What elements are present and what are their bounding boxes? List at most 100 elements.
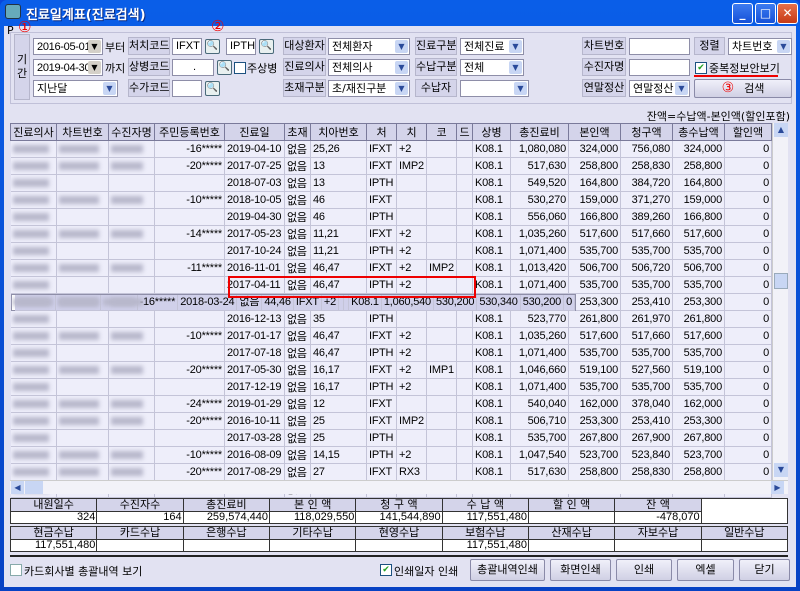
scroll-up-icon[interactable]: ▲ (774, 123, 788, 137)
table-row[interactable]: -24***** 2019-01-29 없음 12 IFXT K08.1 540,040 16… (10, 395, 772, 413)
table-cell: IFXT (366, 395, 397, 413)
doctor-select[interactable]: 전체의사 ▼ (328, 59, 410, 76)
column-header[interactable]: 진료일 (224, 123, 285, 141)
table-cell: 46,47 (310, 276, 367, 294)
patient-name-input[interactable] (629, 59, 690, 76)
table-cell: 1,071,400 (510, 276, 569, 294)
table-cell: 556,060 (510, 208, 569, 226)
table-cell: 25 (310, 412, 367, 430)
table-cell: 0 (724, 140, 772, 158)
card-company-checkbox[interactable] (10, 564, 22, 576)
column-header[interactable]: 총수납액 (672, 123, 725, 141)
year-end-select[interactable]: 연말정산 ▼ (629, 80, 690, 97)
chart-no-input[interactable] (629, 38, 690, 55)
search-icon[interactable]: 🔍 (217, 60, 232, 75)
date-from-select[interactable]: 2016-05-01 ▼ (33, 38, 103, 55)
table-cell: 253,410 (620, 412, 673, 430)
column-header[interactable]: 처 (366, 123, 397, 141)
table-row[interactable]: -20***** 2016-10-11 없음 25 IFXT IMP2 K08.1 506,7… (10, 412, 772, 430)
fee-code-input[interactable] (172, 80, 202, 97)
summary-header: 총진료비 (182, 498, 270, 512)
table-cell: 2016-08-09 (224, 446, 285, 464)
table-row[interactable]: -14***** 2017-05-23 없음 11,21 IFXT +2 K08.1 1,03… (10, 225, 772, 243)
scroll-left-icon[interactable]: ◀ (11, 481, 24, 494)
column-header[interactable]: 상병 (472, 123, 511, 141)
column-header[interactable]: 본인액 (568, 123, 621, 141)
table-row[interactable]: 2018-07-03 없음 13 IPTH K08.1 549,520 164,800 384… (10, 174, 772, 192)
column-header[interactable]: 할인액 (724, 123, 772, 141)
treatment-code-input-2[interactable]: IPTH (226, 38, 256, 55)
table-row[interactable]: 2017-10-24 없음 11,21 IPTH +2 K08.1 1,071,400 535… (10, 242, 772, 260)
column-header[interactable]: 수진자명 (108, 123, 155, 141)
column-header[interactable]: 총진료비 (510, 123, 569, 141)
print-date-checkbox[interactable]: ✔ (380, 564, 392, 576)
table-row[interactable]: -20***** 2017-07-25 없음 13 IFXT IMP2 K08.1 517,6… (10, 157, 772, 175)
maximize-button[interactable]: □ (755, 3, 776, 24)
table-row[interactable]: 2017-07-18 없음 46,47 IPTH +2 K08.1 1,071,400 535… (10, 344, 772, 362)
table-cell: 258,800 (672, 157, 725, 175)
close-button[interactable]: ✕ (777, 3, 798, 24)
receiver-select[interactable]: ▼ (460, 80, 529, 97)
minimize-button[interactable]: _ (732, 3, 753, 24)
column-header[interactable]: 코 (426, 123, 457, 141)
excel-button[interactable]: 엑셀 (677, 559, 734, 581)
h-scroll-thumb[interactable] (25, 481, 43, 494)
print-button[interactable]: 인쇄 (616, 559, 672, 581)
table-row[interactable]: -10***** 2018-10-05 없음 46 IFXT K08.1 530,270 15… (10, 191, 772, 209)
table-cell: IPTH (366, 310, 397, 328)
column-header[interactable]: 주민등록번호 (154, 123, 225, 141)
summary-table-payments: 현금수납 카드수납 은행수납 기타수납 현영수납 보험수납 산재수납 자보수납 일반수납 117,… (9, 526, 789, 552)
table-cell (456, 412, 473, 430)
column-header[interactable]: 진료의사 (10, 123, 57, 141)
table-cell: 13 (310, 174, 367, 192)
screen-print-button[interactable]: 화면인쇄 (550, 559, 611, 581)
hide-duplicates-checkbox[interactable]: ✔ (695, 62, 707, 74)
visit-type-select[interactable]: 초/재진구분 ▼ (328, 80, 410, 97)
table-row[interactable]: -11***** 2016-11-01 없음 46,47 IFXT +2 IMP2 K08.1… (10, 259, 772, 277)
vertical-scrollbar[interactable]: ▲ ▼ (772, 123, 788, 480)
summary-value (527, 511, 616, 524)
column-header[interactable]: 치아번호 (310, 123, 367, 141)
search-icon[interactable]: 🔍 (205, 39, 220, 54)
table-row[interactable]: -20***** 2017-05-30 없음 16,17 IFXT +2 IMP1 K08.1… (10, 361, 772, 379)
table-row[interactable]: -20***** 2017-08-29 없음 27 IFXT RX3 K08.1 517,63… (10, 463, 772, 481)
period-preset-select[interactable]: 지난달 ▼ (33, 80, 118, 97)
table-cell: +2 (396, 361, 427, 379)
table-cell: 164,800 (568, 174, 621, 192)
table-row[interactable]: -10***** 2017-01-17 없음 46,47 IFXT +2 K08.1 1,03… (10, 327, 772, 345)
table-row[interactable]: -16***** 2019-04-10 없음 25,26 IFXT +2 K08.1 1,08… (10, 140, 772, 158)
table-row[interactable]: 2017-12-19 없음 16,17 IPTH +2 K08.1 1,071,400 535… (10, 378, 772, 396)
target-patient-select[interactable]: 전체환자 ▼ (328, 38, 410, 55)
date-to-select[interactable]: 2019-04-30 ▼ (33, 59, 103, 76)
table-row[interactable]: 2019-04-30 없음 46 IPTH K08.1 556,060 166,800 389… (10, 208, 772, 226)
redacted-cell (10, 208, 57, 226)
treatment-code-input-1[interactable]: IFXT (172, 38, 202, 55)
table-cell (456, 446, 473, 464)
column-header[interactable]: 치 (396, 123, 427, 141)
column-header[interactable]: 청구액 (620, 123, 673, 141)
column-header[interactable]: 초재 (284, 123, 311, 141)
table-row[interactable]: 2017-04-11 없음 46,47 IPTH +2 K08.1 1,071,400 535… (10, 276, 772, 294)
payment-type-select[interactable]: 전체 ▼ (460, 59, 524, 76)
summary-print-button[interactable]: 총괄내역인쇄 (470, 559, 545, 581)
sort-select[interactable]: 차트번호 ▼ (728, 38, 792, 55)
column-header[interactable]: 드 (456, 123, 473, 141)
treatment-type-select[interactable]: 전체진료 ▼ (460, 38, 524, 55)
table-row[interactable]: 2017-03-28 없음 25 IPTH K08.1 535,700 267,800 267… (10, 429, 772, 447)
disease-code-input[interactable]: . (172, 59, 214, 76)
table-cell: 162,000 (568, 395, 621, 413)
scroll-right-icon[interactable]: ▶ (771, 481, 784, 494)
table-row[interactable]: 2016-12-13 없음 35 IPTH K08.1 523,770 261,800 261… (10, 310, 772, 328)
table-row[interactable]: -10***** 2016-08-09 없음 14,15 IPTH +2 K08.1 1,04… (10, 446, 772, 464)
column-header[interactable]: 차트번호 (56, 123, 109, 141)
table-row[interactable]: -16***** 2018-03-24 없음 44,46 IFXT +2 K08.1 1,06… (10, 294, 576, 312)
table-cell: 1,047,540 (510, 446, 569, 464)
search-button[interactable]: ③ 검색 (694, 79, 792, 98)
scroll-thumb[interactable] (774, 273, 788, 289)
main-disease-checkbox[interactable] (234, 62, 246, 74)
search-icon[interactable]: 🔍 (259, 39, 274, 54)
search-icon[interactable]: 🔍 (205, 81, 220, 96)
scroll-down-icon[interactable]: ▼ (774, 463, 788, 477)
horizontal-scrollbar[interactable]: ◀ ▶ (10, 480, 788, 494)
close-window-button[interactable]: 닫기 (739, 559, 790, 581)
